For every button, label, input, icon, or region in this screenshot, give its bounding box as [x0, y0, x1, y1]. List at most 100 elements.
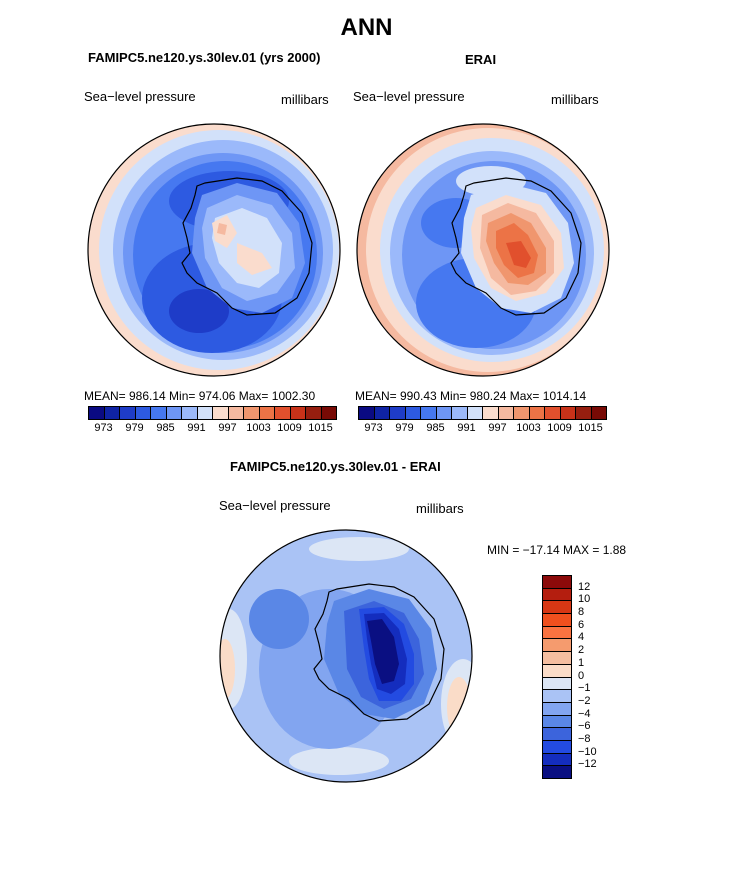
colorbar-tick-label: 2	[578, 644, 585, 657]
obs-stats: MEAN= 990.43 Min= 980.24 Max= 1014.14	[355, 389, 587, 403]
colorbar-swatch	[542, 613, 572, 627]
diff-stats: MIN = −17.14 MAX = 1.88	[487, 543, 627, 557]
diff-units-label: millibars	[416, 501, 464, 516]
colorbar-swatch	[420, 406, 437, 420]
colorbar-swatch	[542, 752, 572, 767]
colorbar-swatch	[134, 406, 151, 420]
colorbar-swatch	[389, 406, 406, 420]
page-title: ANN	[340, 14, 393, 41]
colorbar-tick-label: 0	[578, 669, 585, 682]
colorbar-tick-label: 979	[395, 422, 414, 434]
colorbar-swatch	[373, 406, 390, 420]
model-stats: MEAN= 986.14 Min= 974.06 Max= 1002.30	[84, 389, 316, 403]
obs-colorbar-ticks: 973 979 985 991 997 1003 1009 1015	[358, 422, 606, 436]
colorbar-swatch	[542, 701, 572, 716]
colorbar-swatch	[320, 406, 337, 420]
colorbar-swatch	[358, 406, 375, 420]
colorbar-swatch	[212, 406, 229, 420]
colorbar-swatch	[559, 406, 576, 420]
colorbar-swatch	[88, 406, 105, 420]
colorbar-tick-label: 997	[218, 422, 237, 434]
colorbar-swatch	[542, 739, 572, 754]
colorbar-tick-label: −12	[578, 758, 597, 771]
colorbar-tick-label: −8	[578, 732, 591, 745]
colorbar-swatch	[575, 406, 592, 420]
diff-colorbar	[542, 575, 572, 779]
colorbar-tick-label: 4	[578, 631, 585, 644]
colorbar-swatch	[305, 406, 322, 420]
diff-panel-title: FAMIPC5.ne120.ys.30lev.01 - ERAI	[230, 459, 441, 474]
colorbar-tick-label: 1003	[246, 422, 271, 434]
model-colorbar	[88, 406, 337, 420]
colorbar-swatch	[258, 406, 275, 420]
colorbar-swatch	[196, 406, 213, 420]
colorbar-swatch	[513, 406, 530, 420]
colorbar-tick-label: −10	[578, 745, 597, 758]
colorbar-tick-label: 991	[457, 422, 476, 434]
model-colorbar-ticks: 973 979 985 991 997 1003 1009 1015	[88, 422, 336, 436]
colorbar-tick-label: 979	[125, 422, 144, 434]
colorbar-tick-label: 997	[488, 422, 507, 434]
colorbar-tick-label: 1	[578, 656, 585, 669]
model-units-label: millibars	[281, 92, 329, 107]
obs-variable-label: Sea−level pressure	[353, 89, 465, 104]
colorbar-tick-label: 973	[364, 422, 383, 434]
colorbar-swatch	[544, 406, 561, 420]
colorbar-swatch	[181, 406, 198, 420]
colorbar-tick-label: 991	[187, 422, 206, 434]
colorbar-swatch	[542, 727, 572, 741]
colorbar-swatch	[528, 406, 545, 420]
colorbar-tick-label: −6	[578, 720, 591, 733]
colorbar-swatch	[165, 406, 182, 420]
obs-map	[356, 123, 610, 377]
colorbar-swatch	[542, 638, 572, 653]
colorbar-swatch	[466, 406, 483, 420]
diff-map	[219, 529, 473, 783]
colorbar-swatch	[103, 406, 120, 420]
colorbar-tick-label: 10	[578, 593, 591, 606]
colorbar-swatch	[542, 575, 572, 589]
colorbar-tick-label: 985	[426, 422, 445, 434]
model-map	[87, 123, 341, 377]
colorbar-swatch	[542, 663, 572, 678]
colorbar-tick-label: 1003	[516, 422, 541, 434]
colorbar-tick-label: −4	[578, 707, 591, 720]
colorbar-swatch	[542, 676, 572, 691]
colorbar-tick-label: 8	[578, 606, 585, 619]
obs-units-label: millibars	[551, 92, 599, 107]
diff-colorbar-ticks: 12 10 8 6 4 2 1 0 −1 −2 −4 −6 −8 −10 −12	[578, 575, 618, 778]
obs-colorbar	[358, 406, 607, 420]
colorbar-swatch	[227, 406, 244, 420]
diff-variable-label: Sea−level pressure	[219, 498, 331, 513]
colorbar-swatch	[274, 406, 291, 420]
model-panel-title: FAMIPC5.ne120.ys.30lev.01 (yrs 2000)	[88, 50, 321, 65]
colorbar-tick-label: 1009	[277, 422, 302, 434]
obs-panel-title: ERAI	[465, 52, 497, 67]
colorbar-tick-label: −1	[578, 682, 591, 695]
colorbar-swatch	[542, 765, 572, 779]
colorbar-tick-label: 12	[578, 580, 591, 593]
colorbar-swatch	[497, 406, 514, 420]
colorbar-swatch	[243, 406, 260, 420]
colorbar-swatch	[590, 406, 607, 420]
model-variable-label: Sea−level pressure	[84, 89, 196, 104]
colorbar-swatch	[289, 406, 306, 420]
colorbar-swatch	[542, 587, 572, 602]
colorbar-swatch	[542, 625, 572, 640]
colorbar-swatch	[435, 406, 452, 420]
colorbar-swatch	[404, 406, 421, 420]
colorbar-swatch	[150, 406, 167, 420]
colorbar-swatch	[119, 406, 136, 420]
colorbar-tick-label: 6	[578, 618, 585, 631]
colorbar-tick-label: 1009	[547, 422, 572, 434]
colorbar-tick-label: 1015	[308, 422, 333, 434]
colorbar-swatch	[482, 406, 499, 420]
colorbar-tick-label: 985	[156, 422, 175, 434]
colorbar-swatch	[542, 689, 572, 703]
colorbar-swatch	[451, 406, 468, 420]
colorbar-swatch	[542, 651, 572, 665]
colorbar-tick-label: −2	[578, 694, 591, 707]
colorbar-swatch	[542, 714, 572, 729]
colorbar-tick-label: 1015	[578, 422, 603, 434]
colorbar-swatch	[542, 600, 572, 615]
